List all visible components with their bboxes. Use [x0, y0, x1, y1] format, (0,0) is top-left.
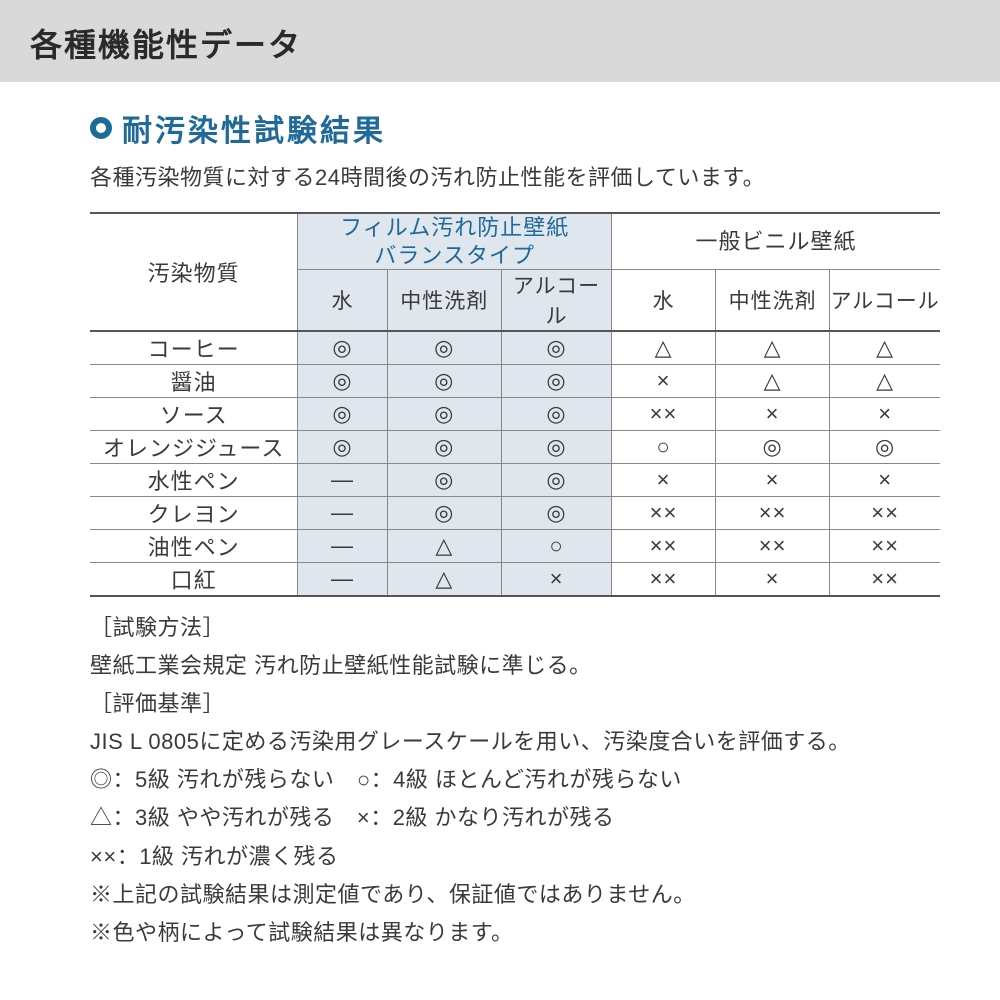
group1-line1: フィルム汚れ防止壁紙: [340, 215, 569, 240]
cell: ×: [830, 464, 940, 497]
cell: ◎: [830, 431, 940, 464]
cell: ×: [715, 464, 829, 497]
corner-label: 汚染物質: [90, 213, 298, 331]
cell: ××: [612, 497, 716, 530]
legend-line: ××：1級 汚れが濃く残る: [90, 840, 940, 874]
table-row: クレヨン―◎◎××××××: [90, 497, 940, 530]
cell: ◎: [715, 431, 829, 464]
cell: ―: [298, 563, 387, 597]
cell: ◎: [298, 331, 387, 365]
cell: △: [830, 365, 940, 398]
section-lead: 各種汚染物質に対する24時間後の汚れ防止性能を評価しています。: [90, 160, 940, 192]
cell: ◎: [501, 398, 611, 431]
cell: ×: [715, 563, 829, 597]
method-label: ［試験方法］: [90, 611, 940, 645]
cell: ◎: [501, 331, 611, 365]
subhead: 中性洗剤: [387, 270, 501, 332]
cell: ―: [298, 464, 387, 497]
table-row: 油性ペン―△○××××××: [90, 530, 940, 563]
cell: ◎: [387, 365, 501, 398]
section-heading: 耐汚染性試験結果: [122, 106, 386, 150]
cell: ××: [612, 563, 716, 597]
section-title: 耐汚染性試験結果: [90, 106, 940, 150]
cell: ◎: [387, 398, 501, 431]
cell: △: [387, 530, 501, 563]
subhead: アルコール: [830, 270, 940, 332]
table-row: 口紅―△××××××: [90, 563, 940, 597]
legend-line: ◎：5級 汚れが残らない ○：4級 ほとんど汚れが残らない: [90, 763, 940, 797]
group-head-2: 一般ビニル壁紙: [612, 213, 940, 270]
subhead: 中性洗剤: [715, 270, 829, 332]
table-row: オレンジジュース◎◎◎○◎◎: [90, 431, 940, 464]
cell: ―: [298, 497, 387, 530]
method-text: 壁紙工業会規定 汚れ防止壁紙性能試験に準じる。: [90, 649, 940, 683]
cell: ◎: [501, 464, 611, 497]
cell: ◎: [387, 431, 501, 464]
subhead: アルコール: [501, 270, 611, 332]
cell: ○: [501, 530, 611, 563]
cell: △: [715, 331, 829, 365]
table-row: ソース◎◎◎××××: [90, 398, 940, 431]
footnote: ※上記の試験結果は測定値であり、保証値ではありません。: [90, 878, 940, 912]
subhead: 水: [612, 270, 716, 332]
bullet-icon: [90, 117, 112, 139]
cell: ◎: [387, 464, 501, 497]
row-label: クレヨン: [90, 497, 298, 530]
cell: ××: [612, 398, 716, 431]
cell: ×: [612, 365, 716, 398]
cell: ◎: [501, 365, 611, 398]
cell: ××: [830, 563, 940, 597]
cell: ○: [612, 431, 716, 464]
cell: △: [387, 563, 501, 597]
cell: ◎: [387, 331, 501, 365]
cell: ◎: [501, 497, 611, 530]
row-label: オレンジジュース: [90, 431, 298, 464]
cell: ××: [612, 530, 716, 563]
row-label: 油性ペン: [90, 530, 298, 563]
notes: ［試験方法］ 壁紙工業会規定 汚れ防止壁紙性能試験に準じる。 ［評価基準］ JI…: [90, 611, 940, 950]
group1-line2: バランスタイプ: [374, 243, 535, 268]
table-group-row: 汚染物質 フィルム汚れ防止壁紙 バランスタイプ 一般ビニル壁紙: [90, 213, 940, 270]
cell: ◎: [387, 497, 501, 530]
subhead: 水: [298, 270, 387, 332]
results-table: 汚染物質 フィルム汚れ防止壁紙 バランスタイプ 一般ビニル壁紙 水 中性洗剤 ア…: [90, 212, 940, 597]
cell: ―: [298, 530, 387, 563]
cell: ×: [830, 398, 940, 431]
criteria-label: ［評価基準］: [90, 687, 940, 721]
cell: ◎: [298, 431, 387, 464]
page-title: 各種機能性データ: [30, 20, 970, 66]
table-row: 水性ペン―◎◎×××: [90, 464, 940, 497]
row-label: 水性ペン: [90, 464, 298, 497]
cell: ◎: [298, 398, 387, 431]
cell: ◎: [298, 365, 387, 398]
cell: ◎: [501, 431, 611, 464]
row-label: 醤油: [90, 365, 298, 398]
header-bar: 各種機能性データ: [0, 0, 1000, 82]
cell: ××: [830, 497, 940, 530]
cell: ××: [715, 497, 829, 530]
cell: △: [612, 331, 716, 365]
criteria-text: JIS L 0805に定める汚染用グレースケールを用い、汚染度合いを評価する。: [90, 725, 940, 759]
cell: △: [715, 365, 829, 398]
content: 耐汚染性試験結果 各種汚染物質に対する24時間後の汚れ防止性能を評価しています。…: [0, 82, 1000, 950]
cell: ××: [830, 530, 940, 563]
row-label: コーヒー: [90, 331, 298, 365]
group-head-1: フィルム汚れ防止壁紙 バランスタイプ: [298, 213, 612, 270]
cell: ×: [715, 398, 829, 431]
table-row: コーヒー◎◎◎△△△: [90, 331, 940, 365]
cell: ×: [612, 464, 716, 497]
cell: △: [830, 331, 940, 365]
table-row: 醤油◎◎◎×△△: [90, 365, 940, 398]
cell: ××: [715, 530, 829, 563]
footnote: ※色や柄によって試験結果は異なります。: [90, 916, 940, 950]
legend-line: △：3級 やや汚れが残る ×：2級 かなり汚れが残る: [90, 801, 940, 835]
row-label: ソース: [90, 398, 298, 431]
row-label: 口紅: [90, 563, 298, 597]
cell: ×: [501, 563, 611, 597]
